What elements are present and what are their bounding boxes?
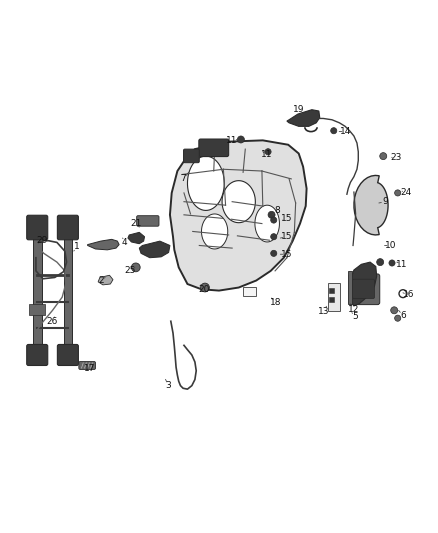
Text: 11: 11 xyxy=(261,150,273,159)
Text: 17: 17 xyxy=(84,364,95,373)
FancyBboxPatch shape xyxy=(57,344,78,366)
Text: 5: 5 xyxy=(352,312,358,321)
Text: 23: 23 xyxy=(391,154,402,163)
Circle shape xyxy=(380,152,387,159)
Circle shape xyxy=(201,283,209,292)
Bar xyxy=(243,287,256,296)
Circle shape xyxy=(389,260,395,266)
Bar xyxy=(29,304,45,314)
Text: 16: 16 xyxy=(403,290,414,300)
Circle shape xyxy=(271,217,277,223)
Text: 15: 15 xyxy=(281,214,293,223)
Text: 11: 11 xyxy=(396,260,408,269)
Polygon shape xyxy=(350,262,377,306)
Polygon shape xyxy=(222,181,255,223)
Text: 13: 13 xyxy=(318,306,330,316)
FancyBboxPatch shape xyxy=(57,215,78,240)
Text: 25: 25 xyxy=(125,266,136,276)
Text: 9: 9 xyxy=(382,197,389,206)
Polygon shape xyxy=(170,140,307,290)
Text: 15: 15 xyxy=(281,232,293,241)
FancyBboxPatch shape xyxy=(353,279,374,298)
Circle shape xyxy=(331,128,337,134)
Text: 26: 26 xyxy=(46,317,57,326)
Bar xyxy=(329,297,334,302)
Circle shape xyxy=(131,263,140,272)
FancyBboxPatch shape xyxy=(27,344,48,366)
Polygon shape xyxy=(255,205,279,242)
Circle shape xyxy=(395,315,401,321)
Polygon shape xyxy=(354,175,388,235)
Circle shape xyxy=(391,307,398,314)
Circle shape xyxy=(377,259,384,265)
Polygon shape xyxy=(287,110,320,126)
Bar xyxy=(64,227,72,356)
Text: 10: 10 xyxy=(385,241,397,250)
Bar xyxy=(329,287,334,293)
FancyBboxPatch shape xyxy=(137,216,159,226)
Circle shape xyxy=(271,251,277,256)
Text: 1: 1 xyxy=(74,243,80,251)
Text: 29: 29 xyxy=(36,236,47,245)
Circle shape xyxy=(268,211,275,219)
Text: 20: 20 xyxy=(198,285,209,294)
FancyBboxPatch shape xyxy=(184,149,199,163)
Text: 18: 18 xyxy=(270,298,282,307)
Polygon shape xyxy=(201,214,228,249)
Polygon shape xyxy=(98,275,113,285)
Text: 15: 15 xyxy=(281,250,293,259)
Text: 7: 7 xyxy=(180,174,186,183)
Text: 24: 24 xyxy=(401,189,412,197)
Polygon shape xyxy=(139,241,170,258)
FancyBboxPatch shape xyxy=(349,274,380,304)
Polygon shape xyxy=(128,232,145,244)
Bar xyxy=(348,271,352,304)
Circle shape xyxy=(237,136,244,143)
Circle shape xyxy=(271,233,277,240)
Text: 8: 8 xyxy=(274,206,280,215)
Bar xyxy=(33,227,42,356)
Text: 11: 11 xyxy=(226,136,238,145)
Text: 21: 21 xyxy=(130,219,141,228)
FancyBboxPatch shape xyxy=(27,215,48,240)
Circle shape xyxy=(265,149,271,155)
FancyBboxPatch shape xyxy=(199,139,229,157)
Text: 12: 12 xyxy=(348,305,360,314)
Circle shape xyxy=(395,190,401,196)
Text: 19: 19 xyxy=(293,105,304,114)
FancyBboxPatch shape xyxy=(79,361,95,369)
Text: 2: 2 xyxy=(98,276,103,285)
Bar xyxy=(328,282,340,311)
Polygon shape xyxy=(187,156,224,211)
Text: 14: 14 xyxy=(340,127,352,136)
Text: 3: 3 xyxy=(166,381,172,390)
Polygon shape xyxy=(88,239,119,250)
Text: 4: 4 xyxy=(122,238,127,247)
Text: 6: 6 xyxy=(400,311,406,320)
